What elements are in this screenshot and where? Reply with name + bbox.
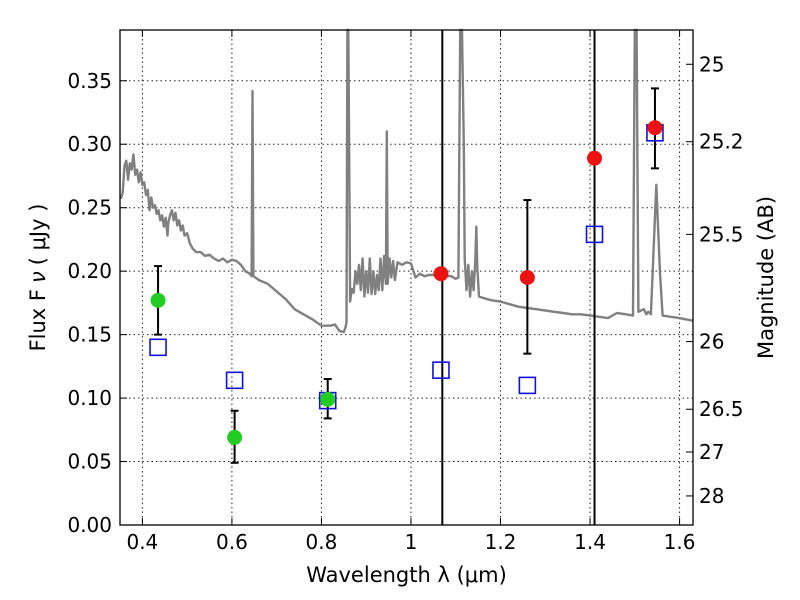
x-tick-label: 0.8 <box>306 530 338 554</box>
y-axis-label-unit: ( μJy ) <box>26 204 50 266</box>
x-tick-label: 1 <box>405 530 418 554</box>
ticks: 0.4 0.6 0.8 1 1.2 1.4 1.6 0.00 0.05 0.10 0.15 0.20 0… <box>67 30 744 554</box>
y-tick-label: 0.25 <box>67 196 112 220</box>
plot-frame <box>119 29 694 526</box>
circle-markers <box>150 120 663 445</box>
y2-tick-label: 28 <box>699 484 724 508</box>
y2-axis-label: Magnitude (AB) <box>754 196 778 359</box>
model-flux-square <box>149 338 167 357</box>
y-tick-label: 0.10 <box>67 386 112 410</box>
observed-flux-point <box>519 270 535 285</box>
y2-tick-label: 25.2 <box>699 130 744 154</box>
y-axis-label-subscript: ν <box>26 271 50 283</box>
model-flux-square <box>432 361 450 379</box>
model-flux-square <box>518 376 537 395</box>
observed-flux-point <box>647 120 663 136</box>
y-axis-label: Flux F ν ( μJy ) <box>26 204 50 352</box>
y2-tick-label: 25 <box>699 52 724 76</box>
model-flux-square <box>585 225 604 244</box>
model-flux-square <box>225 371 244 390</box>
y-tick-label: 0.20 <box>67 259 112 283</box>
observed-flux-point <box>587 150 603 166</box>
y2-tick-label: 26.5 <box>699 397 744 421</box>
observed-flux-point <box>320 391 336 407</box>
x-tick-label: 0.6 <box>216 530 248 554</box>
square-markers <box>149 124 664 410</box>
y-tick-label: 0.15 <box>67 323 112 347</box>
y2-tick-label: 25.5 <box>699 222 744 246</box>
x-axis-label: Wavelength λ (μm) <box>306 563 507 587</box>
y-tick-label: 0.30 <box>67 132 112 156</box>
observed-flux-point <box>150 292 166 308</box>
observed-flux-point <box>433 266 449 282</box>
y2-tick-label: 26 <box>699 330 724 354</box>
observed-flux-point <box>227 429 243 445</box>
model-spectrum-line <box>119 28 694 334</box>
y-axis-label-main: Flux F <box>26 289 50 351</box>
x-tick-label: 1.4 <box>574 530 606 554</box>
y-tick-label: 0.35 <box>67 69 112 93</box>
x-tick-label: 1.6 <box>664 530 696 554</box>
grid <box>120 30 693 526</box>
x-tick-label: 0.4 <box>126 530 158 554</box>
spectrum-series <box>119 28 694 334</box>
error-bars <box>154 87 659 464</box>
y-tick-label: 0.05 <box>67 450 112 474</box>
x-tick-label: 1.2 <box>485 530 517 554</box>
y2-tick-label: 27 <box>699 440 724 464</box>
y-tick-label: 0.00 <box>67 513 112 537</box>
